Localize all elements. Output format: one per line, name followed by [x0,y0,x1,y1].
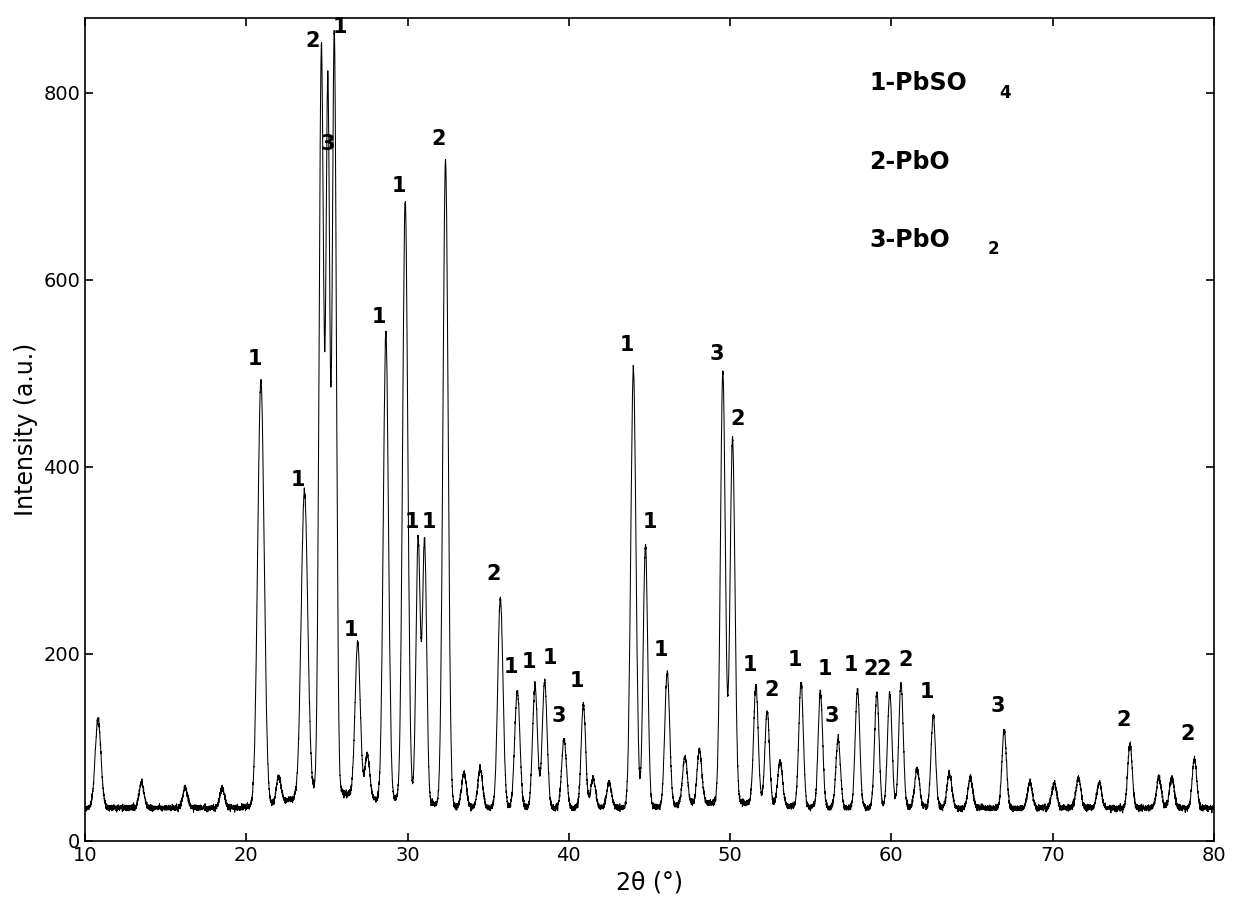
Text: 3-PbO: 3-PbO [869,228,950,252]
Text: 1: 1 [372,307,387,327]
Text: 1: 1 [644,512,657,532]
Text: 1: 1 [787,649,802,669]
Text: 1: 1 [620,334,634,354]
Text: 2: 2 [1180,725,1195,745]
X-axis label: 2θ (°): 2θ (°) [616,870,683,894]
Text: 2: 2 [899,649,913,669]
Text: 1: 1 [392,175,405,195]
Text: 1: 1 [521,653,536,673]
Text: 2-PbO: 2-PbO [869,150,950,173]
Text: 2: 2 [432,129,446,149]
Text: 3: 3 [552,706,567,725]
Text: 3: 3 [991,696,1004,716]
Text: 4: 4 [999,84,1011,102]
Text: 3: 3 [825,706,839,725]
Text: 1: 1 [920,682,934,702]
Text: 1-PbSO: 1-PbSO [869,72,967,95]
Text: 2: 2 [1116,710,1131,730]
Text: 3: 3 [711,344,724,364]
Text: 2: 2 [863,659,878,679]
Text: 1: 1 [743,656,756,676]
Text: 2: 2 [730,410,744,429]
Text: 1: 1 [247,349,262,369]
Text: 2: 2 [765,680,779,700]
Text: 1: 1 [343,619,358,640]
Text: 1: 1 [422,512,436,532]
Y-axis label: Intensity (a.u.): Intensity (a.u.) [14,342,38,516]
Text: 1: 1 [503,657,518,677]
Text: 2: 2 [988,240,999,258]
Text: 1: 1 [542,647,557,667]
Text: 1: 1 [843,656,858,676]
Text: 1: 1 [290,470,305,490]
Text: 2: 2 [305,31,320,51]
Text: 2: 2 [875,659,890,679]
Text: 1: 1 [404,512,419,532]
Text: 1: 1 [569,671,584,691]
Text: 1: 1 [332,16,347,36]
Text: 1: 1 [818,659,832,679]
Text: 1: 1 [653,640,668,660]
Text: 3: 3 [321,133,335,153]
Text: 2: 2 [486,564,501,584]
